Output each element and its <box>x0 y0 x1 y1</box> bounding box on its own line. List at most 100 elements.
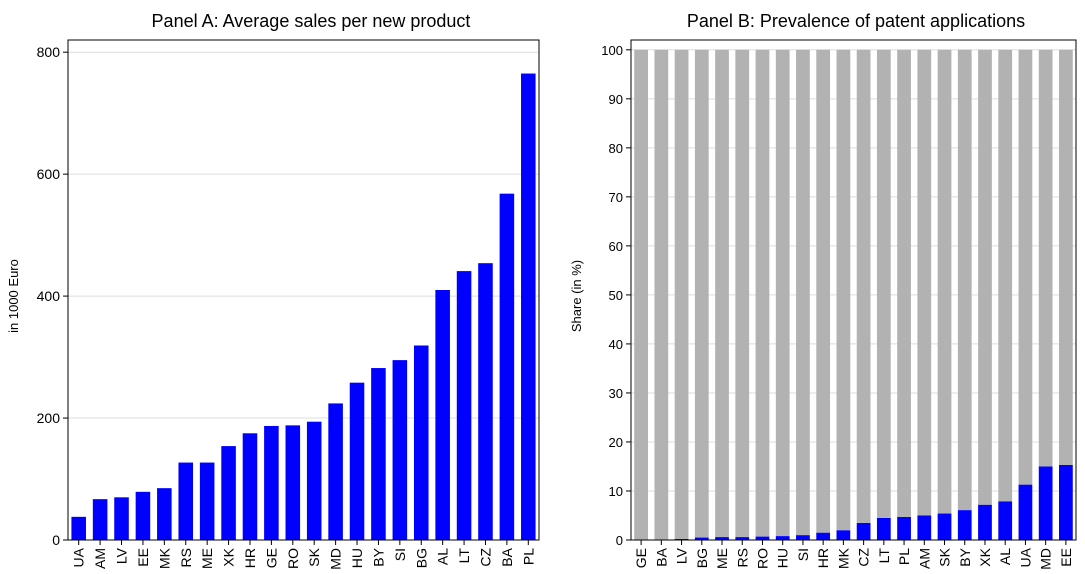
panel-a-x-tick-label: EE <box>135 548 151 567</box>
panel-b-bar-segment-share <box>776 536 790 540</box>
panel-b-x-tick-label: PL <box>896 548 912 565</box>
panel-b-x-tick-label: LT <box>876 548 892 564</box>
panel-a-x-tick-label: LT <box>456 548 472 564</box>
panel-b-bar-segment-remainder <box>695 50 709 538</box>
panel-b-x-tick-label: BY <box>957 547 973 566</box>
panel-b-bar-segment-remainder <box>654 50 668 540</box>
panel-a-bar <box>521 74 536 540</box>
panel-a-x-tick-label: UA <box>71 547 87 567</box>
panel-b-bar-segment-share <box>857 523 871 540</box>
panel-a-bar <box>414 345 429 540</box>
panel-b-bar-segment-remainder <box>776 50 790 536</box>
panel-b-bar-segment-share <box>1059 465 1073 540</box>
panel-b-bar-segment-share <box>1039 466 1053 540</box>
panel-a-bars <box>71 74 535 540</box>
panel-a-bar <box>350 383 365 540</box>
panel-b-x-tick-label: UA <box>1017 547 1033 567</box>
panel-b-x-tick-label: EE <box>1058 548 1074 567</box>
panel-b-bar-segment-share <box>877 518 891 540</box>
panel-b-y-tick-label: 20 <box>609 435 623 450</box>
panel-b-bar-segment-remainder <box>735 50 749 537</box>
panel-b-x-tick-label: LV <box>674 547 690 564</box>
panel-a-bar <box>478 263 493 540</box>
panel-b-bar-segment-remainder <box>1059 50 1073 465</box>
panel-b-x-tick-label: BG <box>694 548 710 568</box>
panel-a-x-tick-label: BY <box>370 547 386 566</box>
panel-a-x-tick-label: CZ <box>477 548 493 567</box>
panel-b-y-axis-label: Share (in %) <box>569 260 584 332</box>
panel-a-bar <box>114 497 129 540</box>
panel-b-bar-segment-remainder <box>634 50 648 540</box>
panel-a-x-tick-label: HU <box>349 548 365 568</box>
panel-a-x-tick-label: ME <box>199 548 215 569</box>
panel-b-x-tick-label: CZ <box>856 548 872 567</box>
panel-a-x-tick-label: RO <box>285 548 301 569</box>
panel-b-x-tick-label: XK <box>977 547 993 566</box>
panel-b-y-tick-label: 70 <box>609 190 623 205</box>
panel-a-x-tick-label: RS <box>178 548 194 567</box>
panel-a-x-tick-label: AL <box>435 548 451 565</box>
panel-a-y-tick-label: 600 <box>37 166 61 182</box>
panel-b-bar-segment-remainder <box>917 50 931 516</box>
panel-b-x-tick-label: MD <box>1038 548 1054 569</box>
panel-b-bar-segment-remainder <box>877 50 891 518</box>
panel-b-bar-segment-share <box>938 514 952 540</box>
panel-b-x-tick-label: MK <box>835 547 851 569</box>
panel-b-x-tick-label: AM <box>916 548 932 569</box>
panel-b-bar-segment-remainder <box>796 50 810 535</box>
panel-a-bar <box>71 517 86 540</box>
panel-a-x-tick-label: BG <box>413 548 429 568</box>
panel-b-bar-segment-share <box>917 515 931 540</box>
panel-b-y-tick-label: 80 <box>609 141 623 156</box>
panel-a-x-tick-label: XK <box>221 547 237 566</box>
panel-b-bar-segment-share <box>837 530 851 540</box>
panel-a-y-tick-label: 800 <box>37 44 61 60</box>
panel-a-bar <box>221 446 236 540</box>
panel-a-sales-chart: Panel A: Average sales per new product i… <box>6 11 539 569</box>
panel-b-x-tick-label: RO <box>754 548 770 569</box>
panel-a-x-tick-label: PL <box>520 548 536 565</box>
panel-a-bar <box>457 271 472 540</box>
panel-b-bar-segment-share <box>978 505 992 540</box>
panel-a-x-tick-label: SK <box>306 547 322 566</box>
panel-b-x-tick-label: SI <box>795 548 811 561</box>
panel-a-y-tick-label: 0 <box>52 532 60 548</box>
panel-a-title: Panel A: Average sales per new product <box>152 11 471 31</box>
panel-b-bar-segment-remainder <box>715 50 729 537</box>
panel-b-bar-segment-share <box>1019 485 1033 540</box>
panel-a-bar <box>307 422 322 540</box>
panel-b-y-tick-label: 100 <box>601 43 623 58</box>
panel-b-bar-segment-remainder <box>978 50 992 505</box>
panel-a-x-tick-label: HR <box>242 548 258 568</box>
panel-b-bar-segment-remainder <box>675 50 689 539</box>
panel-b-y-tick-label: 60 <box>609 239 623 254</box>
panel-a-bar <box>136 492 151 540</box>
panel-b-bar-segment-remainder <box>1039 50 1053 467</box>
panel-a-x-tick-label: SI <box>392 548 408 561</box>
panel-a-x-tick-label: MK <box>156 547 172 569</box>
panel-a-x-tick-label: AM <box>92 548 108 569</box>
panel-b-x-tick-label: BA <box>653 547 669 566</box>
panel-b-x-tick-label: RS <box>734 548 750 567</box>
panel-b-bar-segment-share <box>816 533 830 540</box>
panel-b-x-tick-label: GE <box>633 548 649 568</box>
panel-a-bar <box>500 194 515 540</box>
panel-b-bar-segment-remainder <box>816 50 830 533</box>
panel-b-bar-segment-remainder <box>998 50 1012 501</box>
panel-b-bar-segment-share <box>897 517 911 540</box>
panel-a-bar <box>371 368 386 540</box>
panel-b-patent-chart: Panel B: Prevalence of patent applicatio… <box>569 11 1076 569</box>
panel-a-y-axis-label: in 1000 Euro <box>6 259 21 333</box>
panel-b-x-tick-label: ME <box>714 548 730 569</box>
panel-b-x-tick-label: HR <box>815 548 831 568</box>
panel-b-x-tick-label: SK <box>937 547 953 566</box>
panel-b-bar-segment-remainder <box>897 50 911 517</box>
panel-a-bar <box>178 463 193 540</box>
panel-a-y-tick-label: 200 <box>37 410 61 426</box>
panel-a-bar <box>286 425 301 540</box>
